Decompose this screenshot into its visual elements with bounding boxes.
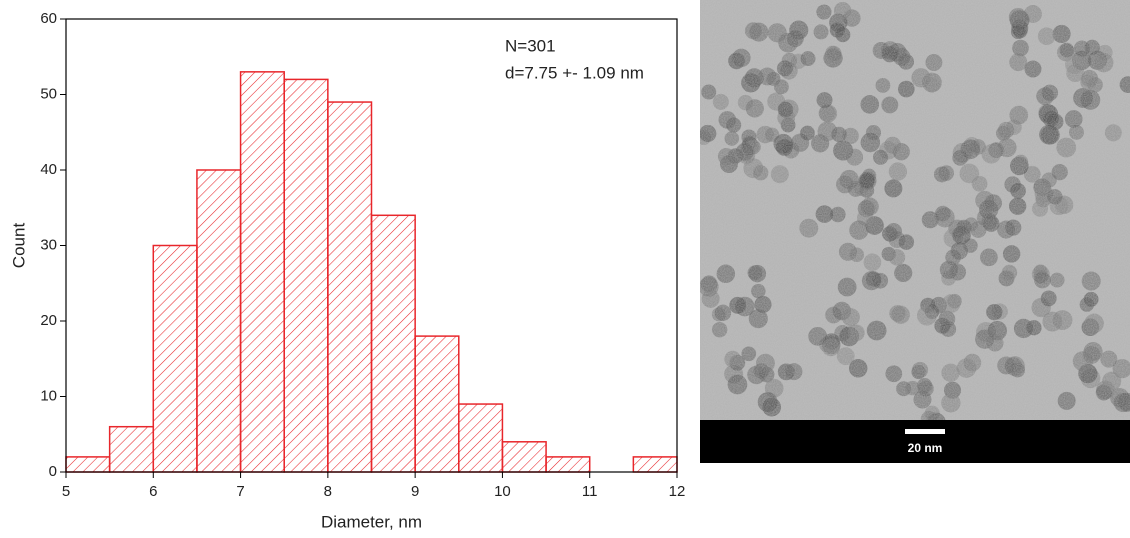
image-grain (700, 0, 1130, 420)
bar (239, 71, 285, 473)
x-tick-label: 8 (324, 483, 332, 500)
bar (108, 425, 155, 473)
y-tick-label: 40 (40, 161, 57, 178)
bar (370, 214, 416, 473)
x-tick-label: 7 (236, 483, 244, 500)
annotation: N=301 (505, 36, 556, 55)
bar (414, 335, 460, 473)
bar (501, 441, 547, 473)
y-tick-label: 60 (40, 10, 57, 27)
y-axis-label: Count (9, 223, 28, 269)
bar (632, 456, 678, 473)
particle (685, 133, 699, 147)
x-tick-label: 9 (411, 483, 419, 500)
y-tick-label: 0 (49, 463, 57, 480)
particle (677, 84, 695, 102)
scale-bar (905, 429, 945, 434)
bar (196, 169, 242, 473)
y-tick-label: 10 (40, 387, 57, 404)
bar (152, 244, 198, 473)
bar (458, 403, 504, 473)
y-tick-label: 20 (40, 312, 57, 329)
histogram: 0 10 20 30 40 50 60 5 6 7 8 9 10 11 12 Diameter, nm Coun… (9, 10, 685, 532)
tem-image: 20 nm (677, 0, 1130, 463)
bar (327, 101, 373, 473)
bar (283, 78, 329, 473)
scale-band (700, 420, 1130, 463)
bar (65, 456, 111, 473)
scale-label: 20 nm (908, 441, 943, 455)
bar (545, 456, 591, 473)
y-tick-label: 50 (40, 85, 57, 102)
x-tick-label: 10 (494, 483, 511, 500)
x-axis-label: Diameter, nm (321, 512, 422, 531)
y-tick-label: 30 (40, 236, 57, 253)
annotation: d=7.75 +- 1.09 nm (505, 63, 644, 82)
x-tick-label: 11 (582, 483, 598, 500)
x-tick-label: 12 (669, 483, 686, 500)
x-tick-label: 5 (62, 483, 70, 500)
x-tick-label: 6 (149, 483, 157, 500)
